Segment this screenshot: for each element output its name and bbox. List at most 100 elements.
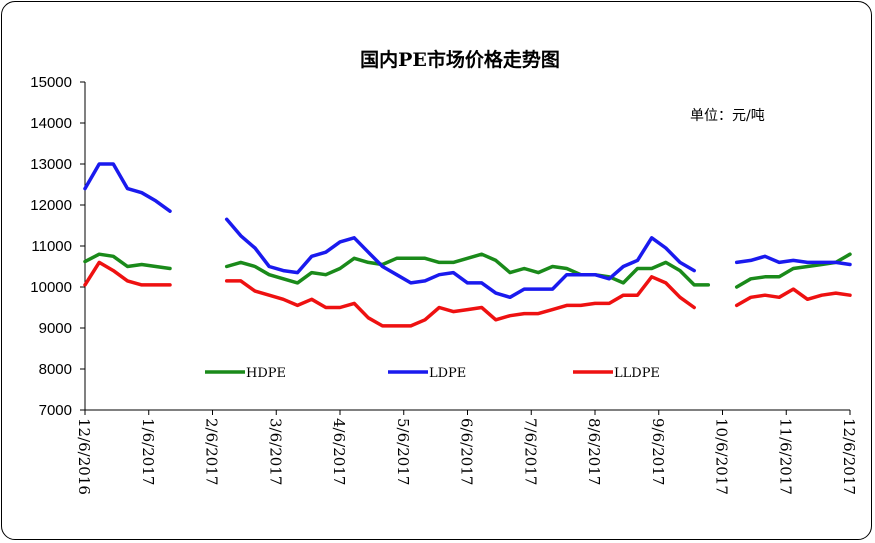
x-tick-label: 12/6/2017 — [840, 418, 858, 495]
data-point-ldpe — [253, 246, 257, 250]
data-point-hdpe — [480, 252, 483, 256]
data-point-lldpe — [338, 306, 342, 309]
data-point-lldpe — [763, 293, 767, 297]
data-point-hdpe — [239, 261, 243, 264]
data-point-ldpe — [650, 236, 653, 240]
data-point-hdpe — [452, 261, 455, 264]
data-point-hdpe — [324, 273, 328, 277]
data-point-ldpe — [522, 287, 526, 291]
data-point-hdpe — [707, 283, 710, 287]
data-point-ldpe — [324, 250, 328, 254]
data-point-lldpe — [636, 293, 639, 297]
data-point-hdpe — [763, 275, 767, 279]
data-point-ldpe — [367, 250, 370, 254]
data-point-lldpe — [777, 295, 781, 299]
data-point-ldpe — [338, 240, 342, 244]
data-point-lldpe — [692, 306, 696, 309]
data-point-ldpe — [310, 254, 313, 258]
data-point-ldpe — [83, 187, 87, 190]
data-point-hdpe — [650, 267, 653, 270]
data-point-ldpe — [848, 263, 852, 266]
data-point-ldpe — [820, 261, 823, 264]
data-point-hdpe — [168, 267, 172, 270]
data-point-ldpe — [792, 259, 795, 262]
legend: HDPE LDPE LLDPE — [205, 366, 660, 381]
data-point-lldpe — [253, 289, 257, 293]
data-point-hdpe — [126, 265, 129, 268]
data-point-lldpe — [452, 310, 455, 313]
x-tick-label: 7/6/2017 — [521, 418, 539, 485]
data-point-lldpe — [480, 306, 483, 309]
x-tick-label: 11/6/2017 — [776, 418, 794, 495]
series-line-lldpe — [83, 260, 852, 328]
data-point-lldpe — [239, 279, 243, 283]
data-point-ldpe — [126, 187, 129, 190]
data-point-hdpe — [437, 261, 441, 264]
data-point-ldpe — [97, 162, 101, 166]
x-tick-label: 10/6/2017 — [713, 418, 731, 495]
chart-title: 国内PE市场价格走势图 — [360, 48, 560, 71]
data-point-lldpe — [622, 293, 625, 297]
data-point-lldpe — [423, 318, 427, 322]
y-tick-label: 7000 — [39, 402, 72, 419]
data-point-ldpe — [282, 269, 285, 272]
data-point-ldpe — [296, 271, 299, 274]
data-point-lldpe — [324, 306, 328, 309]
data-point-ldpe — [777, 261, 781, 264]
data-point-ldpe — [508, 295, 512, 299]
data-point-ldpe — [834, 261, 838, 264]
data-point-hdpe — [253, 265, 257, 268]
data-point-lldpe — [664, 281, 668, 285]
data-point-hdpe — [282, 277, 285, 281]
data-point-ldpe — [112, 162, 115, 166]
data-point-ldpe — [267, 265, 271, 268]
legend-label-lldpe: LLDPE — [614, 366, 660, 381]
data-point-hdpe — [522, 267, 526, 270]
data-point-ldpe — [494, 291, 498, 295]
data-point-lldpe — [267, 293, 271, 297]
data-point-lldpe — [352, 302, 356, 305]
data-point-lldpe — [409, 324, 413, 328]
data-point-hdpe — [367, 261, 370, 264]
data-point-lldpe — [296, 304, 299, 307]
x-tick-label: 2/6/2017 — [203, 418, 221, 485]
data-point-lldpe — [678, 295, 682, 299]
data-point-lldpe — [508, 314, 512, 318]
data-point-ldpe — [735, 261, 738, 264]
data-point-hdpe — [551, 265, 554, 268]
x-tick-label: 3/6/2017 — [266, 418, 284, 485]
data-point-ldpe — [480, 281, 483, 285]
data-point-lldpe — [225, 279, 228, 283]
data-point-hdpe — [83, 260, 87, 263]
data-point-hdpe — [508, 271, 512, 274]
y-tick-label: 12000 — [30, 197, 72, 214]
data-point-ldpe — [551, 287, 554, 291]
data-point-lldpe — [565, 304, 568, 307]
unit-label: 单位：元/吨 — [690, 108, 765, 124]
data-point-hdpe — [692, 283, 696, 287]
data-point-hdpe — [636, 267, 639, 270]
data-point-hdpe — [792, 267, 795, 270]
y-tick-label: 11000 — [31, 238, 72, 255]
data-point-ldpe — [664, 246, 668, 250]
data-point-lldpe — [381, 324, 384, 328]
data-point-ldpe — [622, 265, 625, 268]
data-point-lldpe — [834, 291, 838, 295]
data-point-hdpe — [296, 281, 299, 285]
x-axis-ticks: 12/6/2016 1/6/2017 2/6/2017 3/6/2017 4/6/201… — [75, 410, 858, 495]
data-point-lldpe — [154, 283, 158, 287]
data-point-hdpe — [352, 257, 356, 260]
data-point-hdpe — [112, 254, 115, 258]
data-point-lldpe — [140, 283, 143, 287]
data-point-hdpe — [267, 273, 271, 277]
data-point-hdpe — [338, 267, 342, 270]
data-point-ldpe — [763, 254, 767, 258]
data-point-lldpe — [168, 283, 172, 287]
data-point-hdpe — [395, 257, 398, 260]
data-point-hdpe — [749, 277, 753, 281]
legend-label-hdpe: HDPE — [246, 366, 286, 381]
data-point-lldpe — [437, 306, 441, 309]
data-point-ldpe — [395, 273, 398, 277]
data-point-lldpe — [97, 261, 101, 264]
